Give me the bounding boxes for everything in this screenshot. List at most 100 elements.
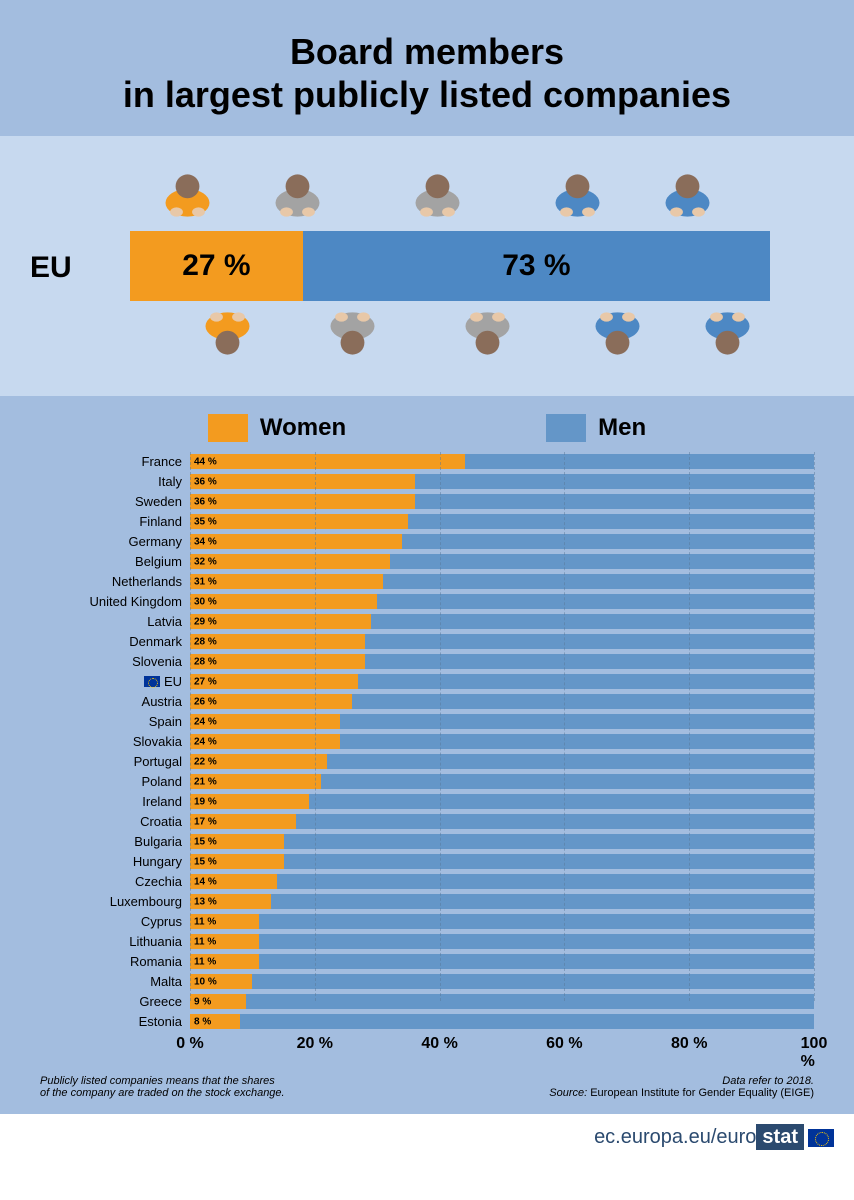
row-label: Hungary — [40, 854, 190, 869]
bar-value-label: 10 % — [194, 976, 217, 987]
row-label-text: United Kingdom — [90, 594, 183, 609]
bar-segment-men — [271, 894, 814, 909]
bar-track: 10 % — [190, 974, 814, 989]
row-label: Portugal — [40, 754, 190, 769]
bar-segment-women: 15 % — [190, 854, 284, 869]
person-icon — [270, 168, 325, 223]
row-label-text: Denmark — [129, 634, 182, 649]
chart-row: United Kingdom 30 % — [40, 592, 814, 611]
row-label: Luxembourg — [40, 894, 190, 909]
bar-track: 21 % — [190, 774, 814, 789]
legend-swatch-men — [546, 414, 586, 442]
x-tick-label: 40 % — [421, 1035, 457, 1053]
bar-track: 22 % — [190, 754, 814, 769]
row-label-text: Netherlands — [112, 574, 182, 589]
bar-value-label: 28 % — [194, 656, 217, 667]
bar-track: 32 % — [190, 554, 814, 569]
bar-value-label: 32 % — [194, 556, 217, 567]
chart-inner: France44 %Italy36 %Sweden36 %Finland35 %… — [40, 452, 814, 1065]
bar-segment-men — [327, 754, 814, 769]
bar-track: 24 % — [190, 734, 814, 749]
row-label: Ireland — [40, 794, 190, 809]
bar-value-label: 11 % — [194, 916, 216, 927]
row-label: France — [40, 454, 190, 469]
bar-segment-women: 17 % — [190, 814, 296, 829]
row-label-text: Hungary — [133, 854, 182, 869]
bar-segment-women: 11 % — [190, 954, 259, 969]
bar-track: 15 % — [190, 854, 814, 869]
row-label: Spain — [40, 714, 190, 729]
chart-row: Germany34 % — [40, 532, 814, 551]
women-pct-label: 27 % — [182, 249, 250, 283]
footnote-right: Data refer to 2018. Source: European Ins… — [549, 1075, 814, 1099]
chart-row: Italy 36 % — [40, 472, 814, 491]
board-table: 27 % 73 % — [130, 231, 770, 301]
bar-track: 8 % — [190, 1014, 814, 1029]
row-label: Latvia — [40, 614, 190, 629]
bar-segment-men — [415, 474, 814, 489]
bar-segment-women: 36 % — [190, 494, 415, 509]
row-label: Romania — [40, 954, 190, 969]
row-label: United Kingdom — [40, 594, 190, 609]
row-label: Italy — [40, 474, 190, 489]
x-tick-label: 60 % — [546, 1035, 582, 1053]
row-label-text: Finland — [139, 514, 182, 529]
bar-track: 30 % — [190, 594, 814, 609]
row-label-text: Lithuania — [129, 934, 182, 949]
bar-track: 36 % — [190, 494, 814, 509]
bar-segment-men — [240, 1014, 814, 1029]
person-icon — [325, 306, 380, 361]
chart-row: Austria26 % — [40, 692, 814, 711]
bar-chart: France44 %Italy36 %Sweden36 %Finland35 %… — [0, 452, 854, 1075]
x-tick-label: 80 % — [671, 1035, 707, 1053]
row-label-text: Latvia — [147, 614, 182, 629]
chart-row: Netherlands 31 % — [40, 572, 814, 591]
legend: Women Men — [0, 396, 854, 452]
bar-track: 28 % — [190, 634, 814, 649]
legend-label-men: Men — [598, 414, 646, 442]
bar-value-label: 13 % — [194, 896, 217, 907]
bar-segment-men — [284, 854, 814, 869]
row-label-text: Slovakia — [133, 734, 182, 749]
bar-segment-men — [365, 634, 814, 649]
bar-track: 44 % — [190, 454, 814, 469]
chart-row: Hungary 15 % — [40, 852, 814, 871]
bar-segment-men — [358, 674, 814, 689]
row-label: Greece — [40, 994, 190, 1009]
x-tick-label: 100 % — [801, 1035, 828, 1071]
row-label-text: Poland — [142, 774, 182, 789]
row-label-text: Slovenia — [132, 654, 182, 669]
bar-value-label: 9 % — [194, 996, 211, 1007]
row-label: Bulgaria — [40, 834, 190, 849]
bar-segment-women: 28 % — [190, 634, 365, 649]
footer-domain: ec.europa.eu/ — [594, 1126, 716, 1148]
row-label-text: Romania — [130, 954, 182, 969]
eu-flag-icon — [808, 1129, 834, 1147]
bar-segment-women: 31 % — [190, 574, 383, 589]
row-label: Germany — [40, 534, 190, 549]
row-label-text: Austria — [142, 694, 182, 709]
bar-track: 14 % — [190, 874, 814, 889]
bar-segment-women: 19 % — [190, 794, 309, 809]
bar-value-label: 19 % — [194, 796, 217, 807]
row-label: EU — [40, 674, 190, 689]
bar-segment-men — [383, 574, 814, 589]
table-segment-men: 73 % — [303, 231, 770, 301]
gridline — [814, 452, 815, 1001]
bar-segment-men — [352, 694, 814, 709]
bar-value-label: 29 % — [194, 616, 217, 627]
bar-segment-women: 22 % — [190, 754, 327, 769]
bar-segment-women: 32 % — [190, 554, 390, 569]
bar-value-label: 36 % — [194, 476, 217, 487]
chart-row: Czechia14 % — [40, 872, 814, 891]
footnote-left-1: Publicly listed companies means that the… — [40, 1075, 285, 1087]
bar-segment-men — [246, 994, 814, 1009]
row-label: Poland — [40, 774, 190, 789]
bar-segment-men — [259, 934, 814, 949]
person-icon — [700, 306, 755, 361]
chart-row: Estonia8 % — [40, 1012, 814, 1031]
bar-track: 27 % — [190, 674, 814, 689]
row-label-text: Spain — [149, 714, 182, 729]
bar-segment-women: 30 % — [190, 594, 377, 609]
bar-value-label: 36 % — [194, 496, 217, 507]
